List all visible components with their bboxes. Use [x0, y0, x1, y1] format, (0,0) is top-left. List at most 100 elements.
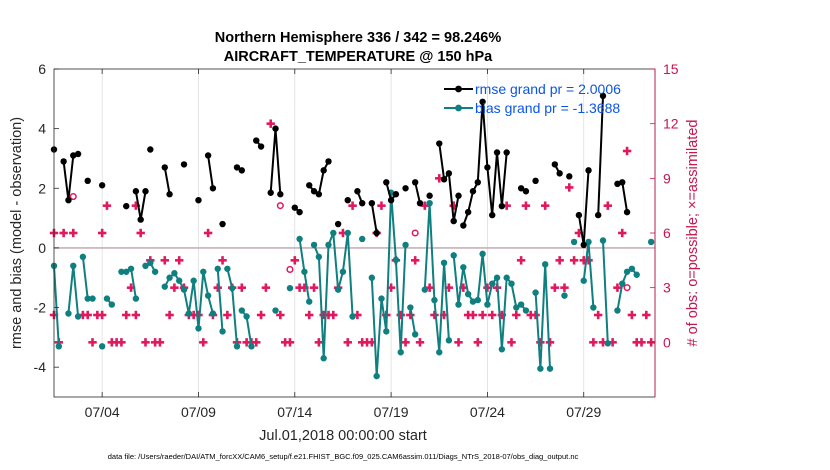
rmse-point-17-0: [334, 220, 342, 228]
bias-point-8-4: [180, 286, 188, 293]
bias-line-segment-9: [216, 268, 224, 332]
assimilated-obs-marker-119: [622, 146, 632, 156]
assimilated-obs-marker-47: [276, 310, 285, 320]
assimilated-obs-marker-27: [175, 256, 184, 265]
assimilated-obs-marker-10: [97, 228, 107, 238]
assimilated-obs-marker-96: [512, 310, 521, 320]
rmse-point-27-0: [517, 185, 525, 192]
chart-title-line-1: Northern Hemisphere 336 / 342 = 98.246%: [215, 30, 502, 46]
legend-bias-label: bias grand pr = -1.3688: [475, 100, 620, 116]
rmse-point-25-1: [440, 176, 448, 183]
assimilated-obs-marker-123: [642, 310, 651, 320]
rmse-point-25-3: [450, 217, 457, 225]
assimilated-obs-marker-36: [218, 256, 227, 265]
bias-point-8-5: [185, 310, 193, 317]
assimilated-obs-marker-115: [603, 201, 613, 210]
bias-point-8-9: [204, 292, 212, 299]
legend-bias-marker: [455, 104, 462, 112]
rmse-point-1-0: [60, 158, 67, 165]
rmse-point-16-3: [320, 167, 327, 174]
rmse-point-3-0: [98, 182, 106, 189]
rmse-point-13-1: [257, 143, 265, 150]
bias-point-25-2: [590, 304, 597, 311]
assimilated-obs-marker-55: [314, 338, 324, 347]
bias-point-11-0: [238, 307, 246, 314]
rmse-line-segment-20: [370, 203, 378, 234]
bias-point-20-8: [489, 280, 496, 287]
bias-point-27-1: [619, 280, 626, 287]
rmse-point-8-0: [180, 161, 188, 168]
rmse-point-30-0: [566, 173, 573, 180]
bias-point-20-12: [508, 280, 515, 287]
x-tick-label-3: 07/19: [374, 404, 409, 420]
rmse-point-14-1: [272, 125, 279, 132]
bias-point-20-10: [498, 346, 506, 353]
assimilated-obs-marker-26: [170, 283, 179, 292]
possible-obs-marker-1: [276, 202, 284, 210]
assimilated-obs-marker-46: [266, 119, 275, 128]
assimilated-obs-marker-76: [415, 338, 425, 347]
rmse-point-5-0: [132, 188, 140, 195]
rmse-point-6-0: [147, 146, 154, 153]
assimilated-obs-marker-19: [136, 228, 145, 238]
bias-point-19-1: [426, 199, 433, 207]
bias-point-14-1: [301, 268, 308, 275]
bias-point-15-7: [344, 229, 351, 237]
assimilated-obs-marker-50: [290, 256, 299, 265]
assimilated-obs-marker-61: [343, 338, 352, 347]
right-y-tick-label-0: 0: [663, 334, 671, 350]
assimilated-obs-marker-23: [155, 338, 165, 347]
left-y-tick-label-2: 0: [38, 240, 46, 256]
rmse-point-12-1: [238, 167, 246, 174]
bias-point-20-3: [464, 290, 472, 298]
rmse-point-7-1: [166, 191, 173, 198]
bias-point-19-3: [436, 349, 443, 356]
assimilated-obs-marker-7: [88, 338, 97, 347]
bias-point-19-2: [431, 296, 438, 304]
bias-point-15-5: [334, 286, 342, 293]
data-file-footnote: data file: /Users/raeder/DAI/ATM_forcXX/…: [108, 452, 579, 461]
bias-line-segment-0: [53, 265, 60, 347]
assimilated-obs-marker-3: [59, 228, 68, 238]
bias-point-19-5: [445, 337, 453, 344]
bias-point-8-10: [209, 310, 217, 317]
assimilated-obs-marker-117: [613, 283, 622, 292]
rmse-point-22-0: [402, 185, 409, 192]
rmse-point-23-0: [411, 179, 419, 186]
assimilated-obs-marker-118: [618, 228, 627, 238]
x-tick-label-2: 07/14: [277, 404, 312, 420]
assimilated-obs-marker-91: [488, 310, 497, 320]
bias-point-17-3: [383, 328, 390, 335]
bias-point-17-1: [373, 372, 380, 380]
bias-point-25-1: [585, 238, 592, 246]
bias-point-8-1: [166, 274, 173, 281]
rmse-point-20-0: [368, 199, 376, 207]
bias-point-8-6: [190, 277, 197, 284]
rmse-point-21-0: [383, 179, 390, 186]
possible-obs-marker-4: [623, 284, 631, 292]
rmse-point-26-1: [464, 208, 472, 216]
rmse-line-segment-26: [462, 101, 508, 226]
x-tick-label-0: 07/04: [85, 404, 120, 420]
bias-point-22-0: [532, 289, 539, 296]
legend-rmse-marker: [455, 85, 462, 93]
rmse-point-16-4: [325, 158, 332, 165]
assimilated-obs-marker-33: [203, 228, 213, 238]
rmse-point-25-0: [436, 140, 443, 147]
bias-point-12-0: [272, 307, 279, 314]
assimilated-obs-marker-90: [483, 283, 492, 292]
rmse-point-26-5: [484, 164, 491, 171]
bias-line-segment-6: [130, 268, 137, 299]
assimilated-obs-marker-40: [237, 283, 247, 292]
rmse-point-10-0: [204, 152, 212, 159]
assimilated-obs-marker-54: [309, 283, 319, 292]
bias-point-17-5: [392, 256, 400, 264]
assimilated-obs-marker-112: [589, 338, 598, 347]
rmse-point-25-4: [455, 192, 462, 199]
rmse-point-21-2: [392, 191, 400, 198]
rmse-point-31-1: [580, 241, 587, 249]
bias-line-segment-17: [370, 192, 407, 377]
rmse-point-32-0: [594, 211, 602, 219]
assimilated-obs-marker-11: [102, 201, 112, 210]
